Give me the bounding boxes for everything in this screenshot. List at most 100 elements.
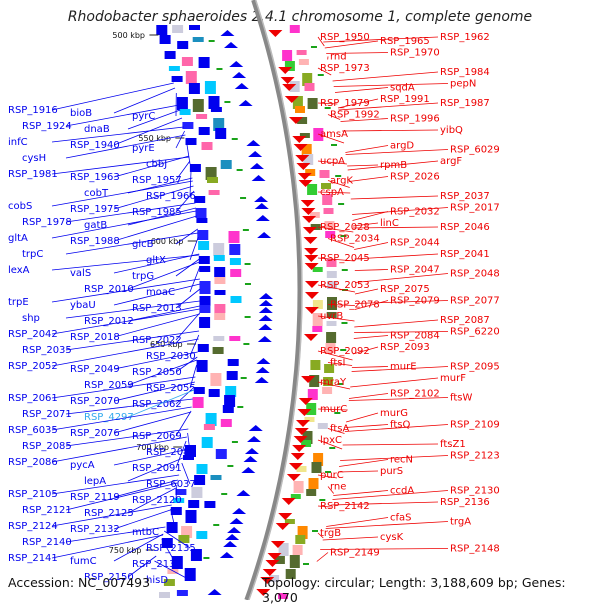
gene-block [186, 510, 197, 523]
gene-block [169, 66, 180, 71]
gene-label-right: ftsZ1 [440, 439, 466, 450]
gene-label-left: RSP_1916 [8, 105, 58, 116]
rna-mark [245, 316, 251, 318]
forward-gene-arrow [291, 453, 305, 460]
gene-block [318, 423, 328, 429]
gene-label-left: RSP_2071 [22, 409, 72, 420]
accession-text: Accession: NC_007493 [8, 575, 150, 590]
gene-label-left: RSP_2052 [8, 361, 58, 372]
gene-label-left: bioB [70, 108, 92, 119]
gene-label-left: RSP_2049 [70, 364, 120, 375]
reverse-gene-arrow [256, 358, 270, 364]
gene-block [221, 419, 232, 427]
reverse-gene-arrow [243, 456, 257, 462]
gene-block [229, 231, 240, 243]
gene-block [312, 326, 322, 332]
gene-block [213, 347, 224, 354]
gene-block [197, 230, 208, 240]
gene-label-left: cobS [8, 201, 32, 212]
gene-block [159, 592, 170, 598]
reverse-gene-arrow [255, 203, 269, 209]
rna-mark [245, 263, 251, 265]
gene-label-right: RSP_2034 [330, 234, 380, 245]
gene-block [282, 50, 292, 61]
gene-block [193, 37, 204, 42]
gene-block [307, 184, 317, 195]
gene-block [215, 290, 226, 295]
reverse-gene-arrow [230, 518, 244, 524]
label-leader-right [349, 177, 388, 182]
rna-mark [342, 269, 348, 271]
gene-block [200, 296, 211, 306]
reverse-gene-arrow [235, 83, 249, 89]
rna-mark [232, 138, 238, 140]
gene-label-left: lepA [84, 476, 106, 487]
reverse-gene-arrow [239, 100, 253, 106]
gene-label-right: RSP_2087 [440, 315, 490, 326]
rna-mark [243, 229, 249, 231]
label-leader-right [354, 336, 388, 339]
reverse-gene-arrow [220, 30, 234, 36]
rna-mark [209, 40, 215, 42]
reverse-gene-arrow [250, 163, 264, 169]
gene-block [194, 196, 205, 203]
gene-block [177, 590, 188, 596]
rna-mark [216, 68, 222, 70]
gene-label-left: cysH [22, 153, 46, 164]
label-leader-right [349, 394, 388, 399]
forward-gene-arrow [268, 30, 282, 37]
gene-block [198, 241, 209, 250]
gene-label-left: trpE [8, 297, 29, 308]
label-leader-right [335, 88, 388, 93]
gene-block [230, 258, 241, 265]
forward-gene-arrow [282, 498, 296, 505]
gene-label-right: RSP_2044 [390, 238, 440, 249]
gene-block [309, 478, 319, 489]
gene-label-right: RSP_1996 [390, 114, 440, 125]
rna-mark [221, 493, 227, 495]
gene-block [290, 555, 300, 568]
gene-label-right: recN [390, 455, 413, 466]
gene-label-right: RSP_2048 [450, 269, 500, 280]
gene-block [207, 177, 218, 183]
gene-label-left: pycA [70, 460, 95, 471]
gene-label-right: mraY [320, 377, 347, 388]
label-leader-left [52, 255, 199, 270]
reverse-gene-arrow [208, 589, 222, 595]
gene-block [196, 218, 207, 223]
gene-block [204, 501, 215, 508]
label-leader-left [52, 83, 174, 110]
rna-mark [232, 441, 238, 443]
rna-mark [245, 283, 251, 285]
label-leader-right [343, 444, 438, 445]
gene-block [215, 128, 226, 139]
forward-gene-arrow [276, 523, 290, 530]
rna-mark [312, 530, 318, 532]
forward-gene-arrow [305, 292, 319, 299]
gene-block [295, 535, 305, 544]
gene-label-left: fumC [70, 556, 97, 567]
rna-mark [241, 377, 247, 379]
gene-block [293, 545, 303, 555]
gene-label-left: RSP_1963 [70, 172, 120, 183]
reverse-gene-arrow [259, 315, 273, 321]
gene-label-right: RSP_2032 [390, 207, 440, 218]
gene-label-right: ftsW [450, 393, 472, 404]
gene-label-right: RSP_6029 [450, 145, 500, 156]
reverse-gene-arrow [257, 232, 271, 238]
rna-mark [303, 563, 309, 565]
label-leader-left [190, 237, 198, 260]
rna-mark [318, 74, 324, 76]
forward-gene-arrow [292, 136, 306, 143]
gene-block [177, 41, 188, 49]
genome-summary-text: Topology: circular; Length: 3,188,609 bp… [262, 575, 600, 605]
gene-block [199, 127, 210, 135]
gene-block [229, 336, 240, 341]
gene-label-left: RSP_2124 [8, 521, 58, 532]
reverse-gene-arrow [256, 215, 270, 221]
gene-block [221, 160, 232, 169]
gene-block [305, 83, 315, 91]
gene-label-right: ftsA [330, 424, 349, 435]
gene-block [209, 389, 220, 397]
forward-gene-arrow [287, 474, 301, 481]
